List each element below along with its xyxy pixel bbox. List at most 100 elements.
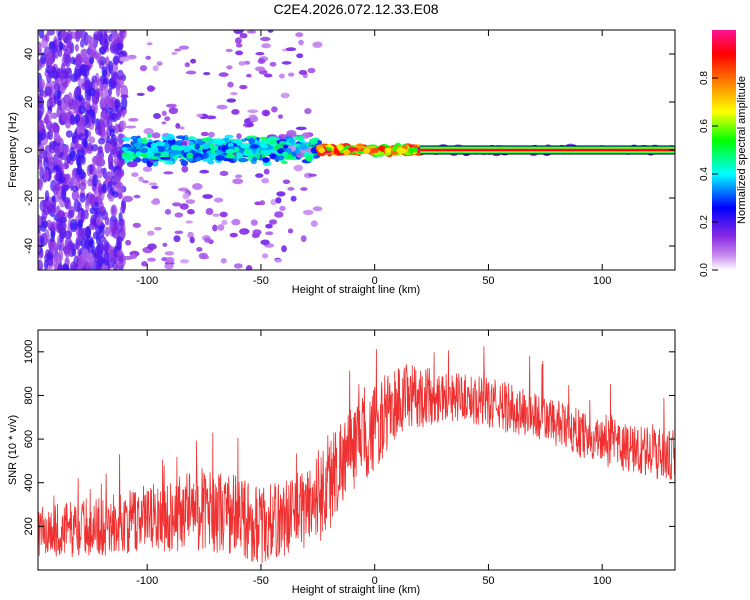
heatmap-cell (275, 155, 285, 161)
heatmap-cell (39, 78, 45, 91)
heatmap-cell (129, 147, 137, 152)
spectrogram-xtick-label: -100 (136, 275, 158, 287)
heatmap-cell (47, 258, 54, 267)
snr-ytick-label: 1000 (23, 340, 35, 364)
spectrogram-ylabel: Frequency (Hz) (7, 112, 19, 188)
snr-ticks: -100 -50 0 50 100 200 400 600 800 1000 (23, 330, 675, 587)
heatmap-cell (168, 107, 179, 115)
snr-panel: -100 -50 0 50 100 200 400 600 800 1000 Height of … (7, 329, 676, 596)
heatmap-cell (286, 153, 293, 159)
heatmap-cell (147, 133, 152, 139)
heatmap-cell (252, 156, 257, 162)
heatmap-cell (164, 208, 172, 215)
heatmap-cell (71, 181, 78, 187)
heatmap-cell (65, 130, 73, 138)
heatmap-cell (95, 170, 104, 179)
heatmap-cell (185, 70, 197, 75)
heatmap-cell (38, 224, 41, 234)
heatmap-cell (71, 135, 77, 144)
heatmap-cell (44, 229, 50, 244)
heatmap-cell (178, 187, 189, 192)
heatmap-cell (218, 72, 229, 77)
heatmap-cell (88, 87, 96, 97)
heatmap-cell (132, 222, 141, 228)
heatmap-cell (333, 147, 339, 155)
heatmap-cell (287, 187, 295, 191)
spectrogram-ytick-label: -40 (23, 238, 35, 254)
heatmap-cell (267, 30, 274, 33)
heatmap-cell (136, 92, 145, 96)
heatmap-cell (290, 195, 297, 202)
heatmap-cell (89, 56, 95, 64)
heatmap-cell (164, 251, 174, 256)
heatmap-cell (219, 211, 228, 218)
heatmap-cell (203, 72, 211, 76)
heatmap-cell (84, 261, 90, 270)
heatmap-cell (260, 36, 271, 42)
heatmap-cell (296, 53, 304, 59)
heatmap-cell (104, 216, 110, 226)
heatmap-cell (137, 137, 143, 144)
heatmap-cell (105, 30, 113, 34)
heatmap-cell (72, 99, 80, 109)
heatmap-cell (74, 44, 79, 52)
snr-ytick-label: 400 (23, 474, 35, 492)
heatmap-cell (250, 219, 258, 226)
colorbar-tick-label: 0.2 (699, 215, 710, 229)
heatmap-cell (161, 121, 167, 125)
heatmap-cell (226, 65, 233, 70)
heatmap-cell (80, 30, 86, 41)
heatmap-cell (77, 227, 85, 240)
heatmap-cell (155, 141, 165, 147)
heatmap-cell (98, 46, 107, 55)
heatmap-cell (59, 216, 67, 224)
heatmap-cell (150, 156, 159, 160)
heatmap-cell (179, 203, 189, 210)
heatmap-cell (60, 30, 66, 41)
heatmap-cell (53, 164, 60, 172)
heatmap-cell (54, 78, 59, 92)
heatmap-cell (64, 144, 70, 154)
heatmap-cell (98, 183, 104, 196)
heatmap-cell (98, 201, 104, 211)
heatmap-cell (70, 56, 76, 65)
heatmap-cell (85, 98, 91, 111)
heatmap-cell (74, 64, 83, 78)
heatmap-cell (267, 136, 278, 141)
snr-xtick-label: -100 (136, 575, 158, 587)
heatmap-cell (304, 108, 312, 115)
heatmap-cell (148, 182, 158, 186)
heatmap-cell (249, 115, 259, 123)
heatmap-cell (279, 205, 286, 212)
heatmap-cell (45, 51, 54, 66)
heatmap-cell (153, 113, 161, 119)
heatmap-cell (227, 81, 234, 88)
heatmap-cell (192, 183, 203, 190)
heatmap-cell (254, 66, 266, 72)
heatmap-cell (151, 132, 161, 139)
heatmap-cell (310, 220, 318, 227)
heatmap-cell (57, 211, 65, 219)
heatmap-cell (67, 92, 73, 104)
heatmap-cell (92, 174, 98, 187)
heatmap-cell (231, 109, 240, 115)
heatmap-cell (87, 178, 93, 187)
heatmap-cell (205, 208, 214, 215)
heatmap-cell (164, 116, 171, 122)
heatmap-cell (275, 197, 282, 204)
heatmap-cell (185, 220, 193, 224)
heatmap-cell (64, 54, 72, 68)
heatmap-cell (52, 70, 59, 80)
heatmap-cell (142, 166, 153, 172)
heatmap-cell (53, 252, 62, 264)
heatmap-cell (38, 30, 45, 39)
heatmap-cell (165, 256, 175, 264)
heatmap-cell (170, 144, 181, 151)
heatmap-cell (282, 179, 291, 185)
heatmap-cell (196, 113, 204, 118)
heatmap-cell (110, 112, 119, 123)
heatmap-cell (183, 134, 189, 140)
heatmap-cell (232, 178, 244, 185)
heatmap-cell (235, 43, 243, 48)
heatmap-cell (278, 134, 287, 140)
